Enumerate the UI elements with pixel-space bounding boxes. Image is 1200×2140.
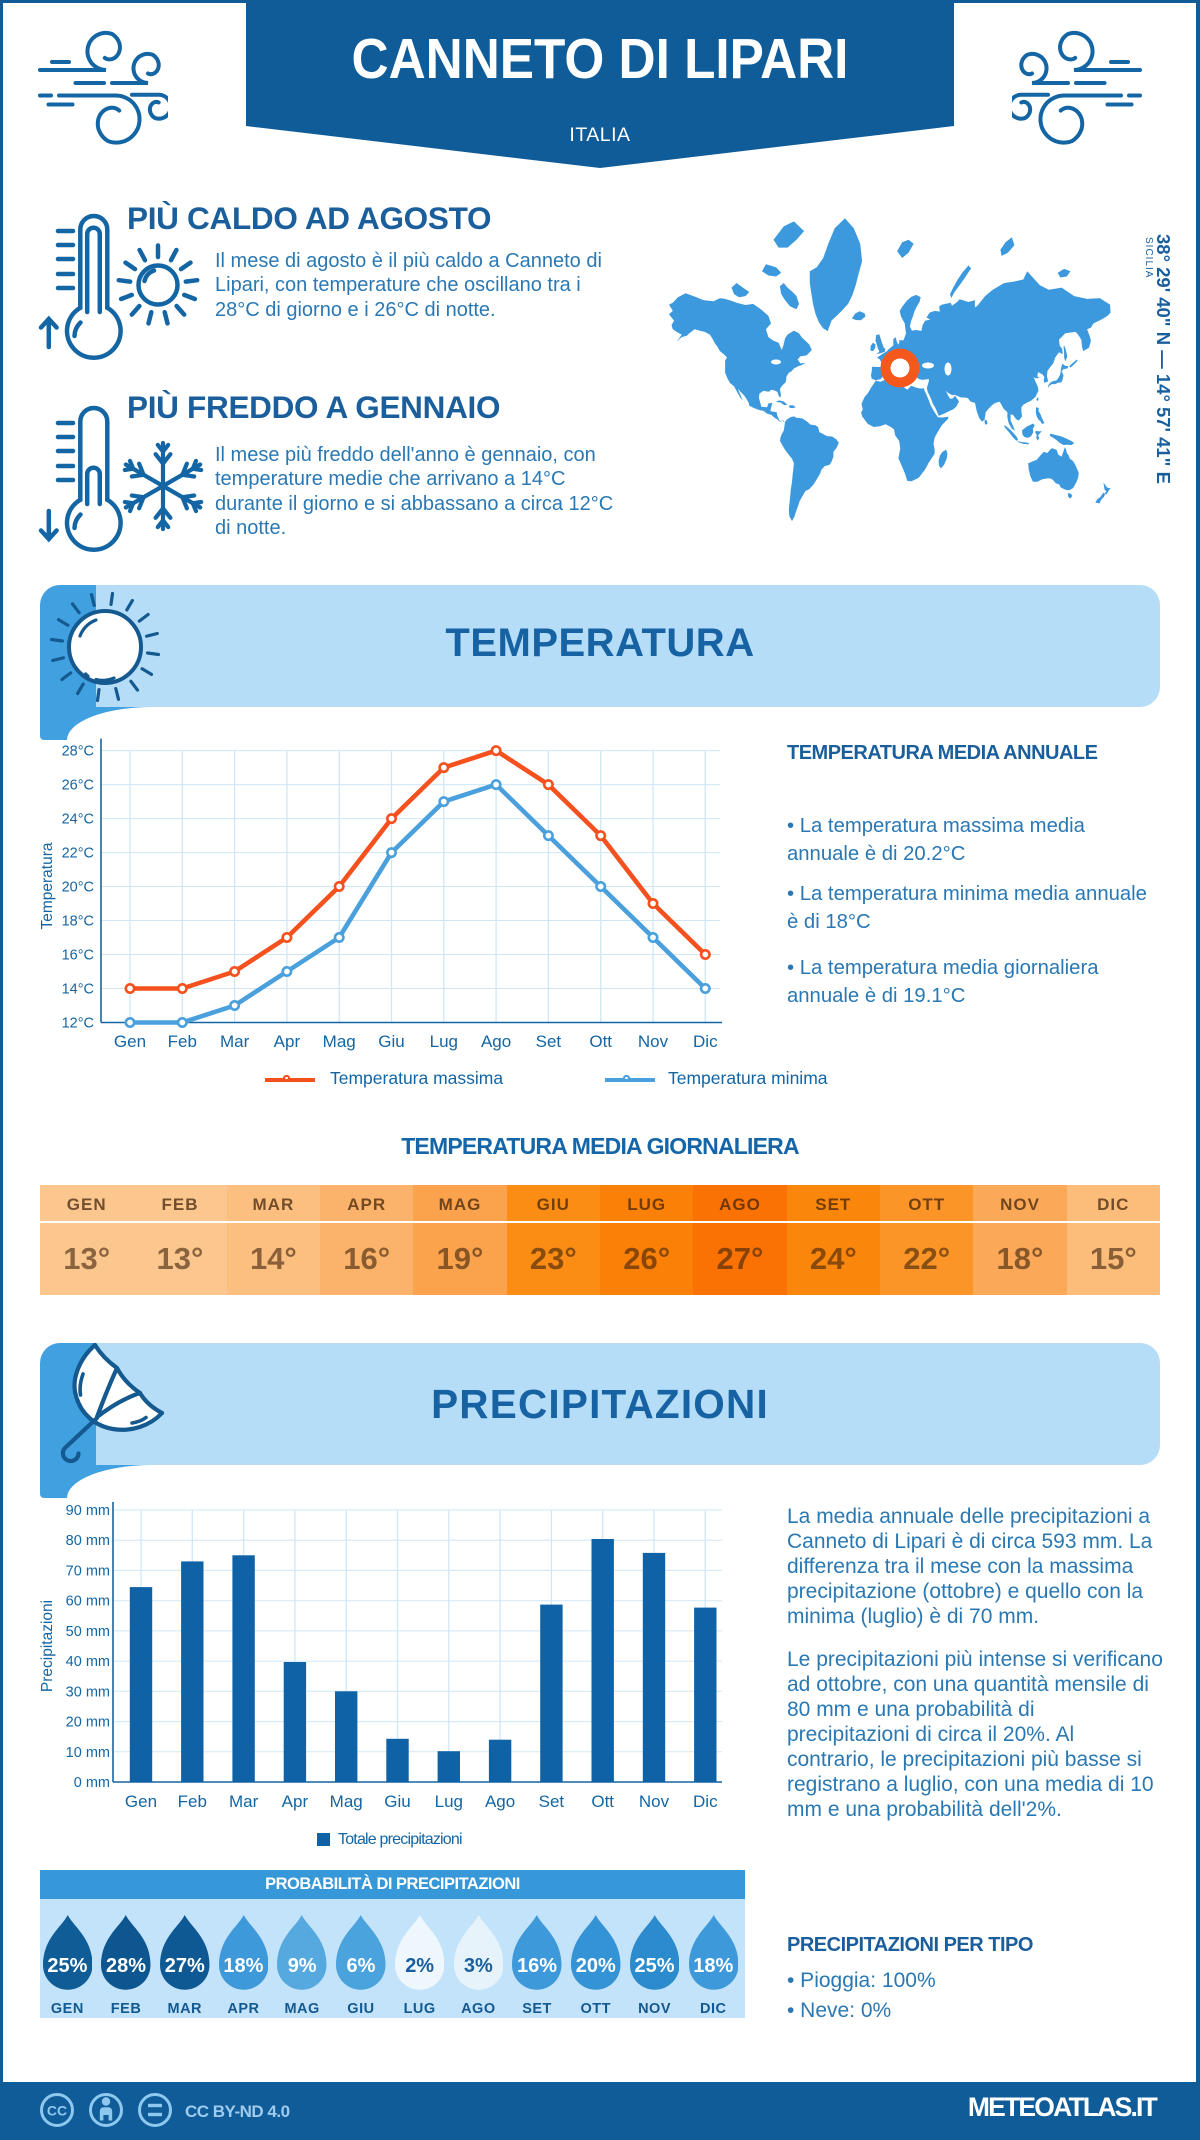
svg-text:0 mm: 0 mm (74, 1775, 110, 1791)
svg-text:28°C: 28°C (62, 744, 94, 760)
svg-text:18°C: 18°C (62, 914, 94, 930)
svg-text:50 mm: 50 mm (66, 1624, 110, 1640)
svg-text:30 mm: 30 mm (66, 1684, 110, 1700)
svg-text:20 mm: 20 mm (66, 1715, 110, 1731)
svg-text:Lug: Lug (430, 1032, 458, 1051)
svg-text:Ago: Ago (485, 1792, 515, 1811)
svg-text:16°C: 16°C (62, 948, 94, 964)
svg-text:Mag: Mag (330, 1792, 363, 1811)
svg-text:20°C: 20°C (62, 880, 94, 896)
svg-text:Precipitazioni: Precipitazioni (39, 1600, 56, 1692)
svg-text:Giu: Giu (378, 1032, 404, 1051)
svg-text:14°C: 14°C (62, 982, 94, 998)
svg-text:10 mm: 10 mm (66, 1745, 110, 1761)
svg-text:Dic: Dic (693, 1032, 718, 1051)
svg-text:24°C: 24°C (62, 812, 94, 828)
svg-text:Ago: Ago (481, 1032, 511, 1051)
svg-text:26°C: 26°C (62, 778, 94, 794)
svg-text:Lug: Lug (435, 1792, 463, 1811)
svg-text:90 mm: 90 mm (66, 1503, 110, 1519)
svg-text:40 mm: 40 mm (66, 1654, 110, 1670)
svg-text:60 mm: 60 mm (66, 1594, 110, 1610)
svg-text:Nov: Nov (639, 1792, 670, 1811)
svg-text:Giu: Giu (384, 1792, 410, 1811)
svg-text:Mar: Mar (229, 1792, 259, 1811)
svg-text:Dic: Dic (693, 1792, 718, 1811)
svg-text:Mar: Mar (220, 1032, 250, 1051)
svg-text:Feb: Feb (178, 1792, 207, 1811)
svg-text:Feb: Feb (168, 1032, 197, 1051)
svg-text:Set: Set (539, 1792, 565, 1811)
svg-text:70 mm: 70 mm (66, 1563, 110, 1579)
svg-text:Gen: Gen (114, 1032, 146, 1051)
svg-text:12°C: 12°C (62, 1016, 94, 1032)
svg-text:Gen: Gen (125, 1792, 157, 1811)
svg-text:Apr: Apr (274, 1032, 301, 1051)
svg-text:Ott: Ott (589, 1032, 612, 1051)
svg-text:CC: CC (47, 2103, 67, 2119)
svg-text:Nov: Nov (638, 1032, 669, 1051)
svg-text:Apr: Apr (282, 1792, 309, 1811)
svg-text:Temperatura: Temperatura (39, 842, 56, 929)
svg-text:Ott: Ott (591, 1792, 614, 1811)
svg-text:Mag: Mag (323, 1032, 356, 1051)
svg-text:80 mm: 80 mm (66, 1533, 110, 1549)
svg-text:22°C: 22°C (62, 846, 94, 862)
svg-text:Set: Set (536, 1032, 562, 1051)
